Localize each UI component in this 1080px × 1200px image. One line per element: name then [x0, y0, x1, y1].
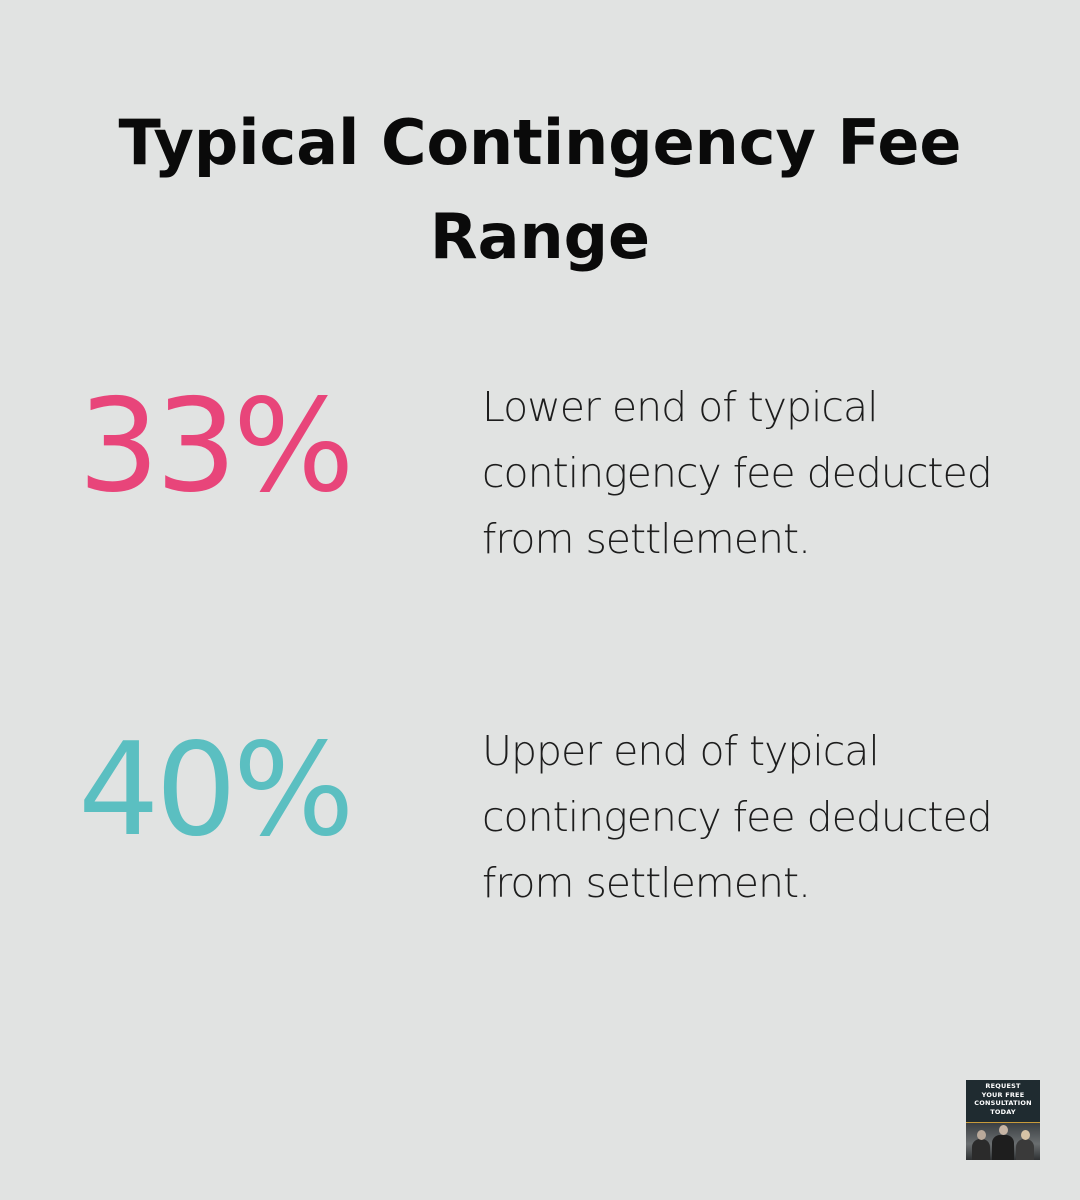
stat-description-upper: Upper end of typical contingency fee ded…: [482, 727, 993, 907]
stat-value-upper: 40%: [78, 716, 355, 865]
promo-text: REQUEST YOUR FREE CONSULTATION TODAY: [966, 1082, 1040, 1116]
page-title: Typical Contingency Fee Range: [118, 106, 962, 273]
consultation-promo-badge[interactable]: REQUEST YOUR FREE CONSULTATION TODAY: [966, 1080, 1040, 1160]
person-figure: [1016, 1130, 1034, 1160]
stat-value-lower: 33%: [78, 372, 355, 521]
promo-line: REQUEST: [985, 1082, 1021, 1090]
promo-line: YOUR FREE: [981, 1090, 1025, 1099]
person-figure: [972, 1130, 990, 1160]
stat-description-lower: Lower end of typical contingency fee ded…: [482, 383, 993, 563]
promo-line: CONSULTATION: [974, 1099, 1032, 1107]
team-photo-image: [966, 1122, 1040, 1160]
person-figure: [992, 1125, 1014, 1160]
promo-line: TODAY: [990, 1107, 1016, 1116]
